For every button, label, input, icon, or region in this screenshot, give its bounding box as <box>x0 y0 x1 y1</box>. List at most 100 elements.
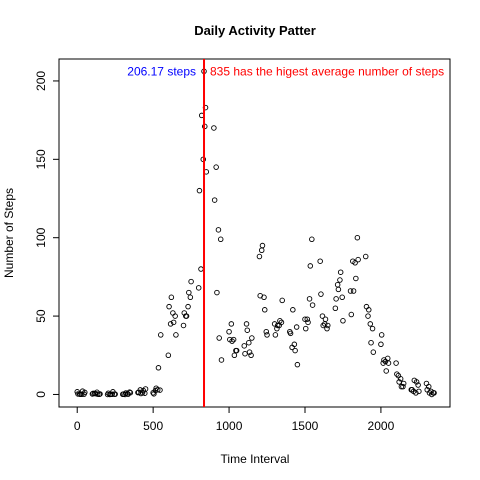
data-point <box>278 319 285 326</box>
data-point <box>368 339 374 346</box>
data-point <box>365 313 371 319</box>
data-point <box>243 321 250 327</box>
data-point <box>307 263 314 269</box>
data-point <box>82 389 88 396</box>
data-point <box>246 349 253 355</box>
data-point <box>153 385 159 391</box>
data-point <box>154 387 161 393</box>
x-tick-label: 2000 <box>368 419 395 433</box>
data-point <box>249 335 255 341</box>
data-point <box>294 361 301 368</box>
data-point <box>353 275 359 282</box>
x-tick-label: 500 <box>143 419 163 433</box>
y-tick-label: 0 <box>34 391 48 398</box>
data-point <box>347 288 354 294</box>
data-point <box>256 253 263 260</box>
data-point <box>274 322 281 329</box>
data-point <box>241 343 248 349</box>
data-point <box>218 357 225 363</box>
y-axis-label: Number of Steps <box>2 188 16 278</box>
x-tick-label: 1000 <box>216 419 243 433</box>
data-point <box>277 318 283 324</box>
data-point <box>242 350 248 357</box>
data-point <box>413 390 419 396</box>
y-tick-label: 200 <box>34 71 48 91</box>
data-point <box>354 234 361 241</box>
data-point <box>211 125 217 131</box>
data-point <box>127 389 134 396</box>
data-point <box>340 318 346 324</box>
data-point <box>279 297 285 304</box>
data-point <box>215 227 222 233</box>
y-axis: 0 50 100 150 200 <box>34 71 60 398</box>
data-point <box>415 382 421 388</box>
data-point <box>370 349 377 355</box>
data-point <box>75 391 81 397</box>
data-point <box>246 339 252 346</box>
data-point <box>166 303 172 310</box>
data-point <box>369 325 376 332</box>
data-point <box>257 292 263 299</box>
data-point <box>291 341 298 348</box>
data-point <box>292 347 298 354</box>
data-point <box>186 289 192 296</box>
data-point <box>378 341 384 348</box>
data-point <box>112 391 118 397</box>
data-point <box>172 313 178 319</box>
data-point <box>151 391 157 397</box>
data-point <box>333 296 339 302</box>
data-point <box>272 332 279 338</box>
data-point <box>393 360 399 366</box>
data-point <box>226 329 232 335</box>
x-tick-label: 0 <box>74 419 81 433</box>
data-point <box>367 321 374 327</box>
data-point <box>381 357 387 363</box>
data-point <box>180 322 187 329</box>
data-point <box>248 352 254 359</box>
data-point <box>188 278 194 285</box>
data-point <box>89 391 96 397</box>
data-point <box>217 236 224 243</box>
data-point <box>97 391 103 397</box>
data-point <box>397 376 404 382</box>
data-point <box>383 368 389 374</box>
data-point <box>305 319 311 326</box>
data-point <box>263 329 270 335</box>
data-point <box>339 294 345 301</box>
data-point <box>309 236 315 243</box>
data-point <box>157 332 164 338</box>
data-point <box>173 332 179 338</box>
data-point <box>319 313 326 319</box>
data-point <box>183 313 190 319</box>
data-point <box>290 307 296 313</box>
data-point <box>306 296 313 302</box>
data-point <box>425 383 432 390</box>
data-point <box>304 316 311 322</box>
data-point <box>309 302 316 308</box>
x-axis-label: Time Interval <box>221 452 290 466</box>
data-point <box>335 286 342 293</box>
data-point <box>229 338 235 344</box>
data-point <box>213 164 219 170</box>
data-point <box>264 332 270 338</box>
data-point <box>185 303 191 310</box>
data-point <box>94 391 101 397</box>
data-point <box>366 307 372 313</box>
data-point <box>394 371 400 377</box>
data-point <box>378 332 385 338</box>
data-point <box>187 294 194 301</box>
data-point <box>261 307 268 313</box>
data-point <box>170 319 177 326</box>
chart-title: Daily Activity Patter <box>194 23 316 38</box>
data-point <box>322 316 329 322</box>
data-point <box>168 294 175 301</box>
data-point <box>142 386 149 392</box>
data-point <box>302 325 309 332</box>
y-tick-label: 50 <box>34 309 48 323</box>
data-point <box>400 380 407 387</box>
data-point <box>324 325 330 332</box>
data-point <box>167 321 174 327</box>
data-point <box>233 347 240 354</box>
